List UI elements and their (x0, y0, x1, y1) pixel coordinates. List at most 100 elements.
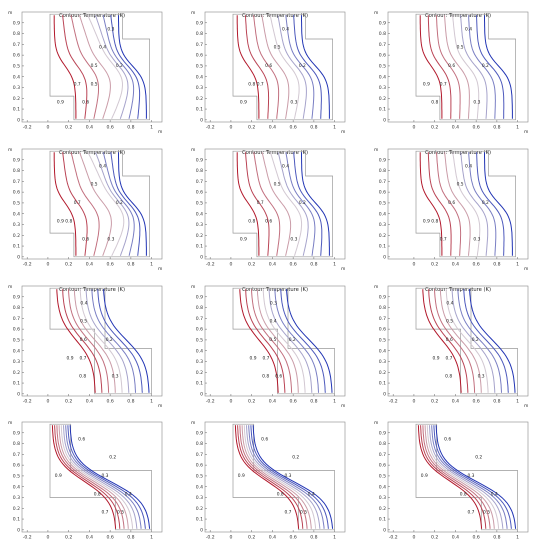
contour-label: 0.9 (423, 81, 430, 87)
contour-label: 0.4 (99, 45, 106, 51)
isotherm-0.3 (468, 15, 496, 119)
x-tick-label: 1 (333, 262, 336, 268)
isotherm-0.5 (243, 425, 317, 529)
y-tick-label: 0.4 (196, 484, 203, 490)
contour-label: 0.7 (74, 81, 81, 87)
chart-panel-3: Contour: Temperature (K) m m 0 0.1 0.2 0.3 0.4 0… (374, 11, 528, 135)
chart-panel-2: Contour: Temperature (K) m m 0 0.1 0.2 0.3 0.4 0… (191, 11, 345, 135)
x-tick-label: 0.2 (248, 399, 255, 405)
contour-label: 0.2 (106, 337, 113, 343)
isotherm-0.6 (79, 152, 112, 256)
x-unit-label: m (158, 130, 162, 135)
x-tick-label: 0.4 (452, 399, 459, 405)
y-unit-label: m (8, 285, 12, 290)
x-tick-label: 1 (150, 535, 153, 541)
x-tick-label: 0.2 (248, 262, 255, 268)
contour-label: 0.4 (465, 26, 472, 32)
y-tick-label: 0.3 (13, 222, 20, 228)
y-tick-label: 0.5 (13, 64, 20, 70)
isotherm-0.1 (301, 15, 330, 119)
y-tick-label: 0.5 (13, 338, 20, 344)
isotherm-0.4 (95, 152, 130, 256)
isotherm-0.4 (63, 425, 138, 529)
x-tick-label: 0.8 (493, 535, 500, 541)
x-tick-label: -0.2 (206, 125, 215, 131)
isotherm-0.2 (250, 425, 329, 529)
x-tick-label: 0.6 (472, 399, 479, 405)
contour-label: 0.2 (475, 455, 482, 461)
isotherm-0.1 (118, 152, 147, 256)
y-tick-label: 0.1 (13, 107, 20, 113)
isotherm-0.5 (269, 15, 300, 119)
contour-label: 0.5 (274, 182, 281, 188)
x-tick-label: 0.8 (127, 262, 134, 268)
y-tick-label: 0.2 (13, 506, 20, 512)
x-tick-label: 0.8 (127, 535, 134, 541)
y-tick-label: 0.9 (379, 430, 386, 436)
y-tick-label: 0.5 (379, 64, 386, 70)
contour-label: 0.9 (55, 473, 62, 479)
isotherm-0.3 (468, 152, 497, 256)
isotherm-0.8 (245, 289, 286, 393)
isotherm-0.9 (419, 152, 443, 256)
x-tick-label: 1 (333, 125, 336, 131)
contour-label: 0.8 (460, 491, 467, 497)
contour-label: 0.2 (482, 200, 489, 206)
y-tick-label: 0.9 (13, 430, 20, 436)
chart-panel-12: m00.10.20.30.40.50.60.70.80.9-0.2 0 0.2 0.4… (374, 421, 529, 541)
contour-label: 0.2 (472, 337, 479, 343)
y-tick-label: 0.2 (379, 506, 386, 512)
contour-label: 0.5 (300, 510, 307, 516)
contour-label: 0.2 (116, 63, 123, 69)
contour-label: 0.2 (299, 200, 306, 206)
y-tick-label: 0.1 (196, 381, 203, 387)
isotherm-0.8 (54, 425, 121, 529)
y-tick-label: 0.8 (379, 31, 386, 37)
contour-label: 0.7 (262, 355, 269, 361)
x-tick-label: -0.2 (206, 262, 215, 268)
isotherm-0.3 (102, 15, 135, 119)
plot-frame (204, 11, 346, 123)
x-tick-label: 0 (412, 125, 415, 131)
domain-outline (49, 287, 152, 395)
y-tick-label: 0.7 (13, 42, 20, 48)
y-tick-label: 0.4 (196, 211, 203, 217)
isotherm-0.6 (78, 15, 111, 119)
contour-label: 0.4 (282, 26, 289, 32)
contour-label: 0.5 (274, 45, 281, 51)
x-unit-label: m (341, 267, 345, 272)
x-tick-label: 0.8 (493, 399, 500, 405)
contour-label: 0.2 (482, 63, 489, 69)
chart-title: Contour: Temperature (K) (425, 150, 491, 156)
isotherm-0.8 (427, 15, 452, 119)
y-unit-label: m (191, 285, 195, 290)
x-tick-label: 0.4 (269, 399, 276, 405)
y-tick-label: 0.9 (196, 430, 203, 436)
y-tick-label: 0.1 (379, 244, 386, 250)
y-tick-label: 0 (383, 254, 386, 260)
chart-panel-6: Contour: Temperature (K) m m 0 0.1 0.2 0.3 0.4 0… (374, 148, 528, 272)
isotherm-0.5 (262, 289, 306, 393)
contour-label: 0.6 (448, 200, 455, 206)
plot-frame (387, 285, 529, 397)
contour-label: 0.3 (284, 473, 291, 479)
isotherm-0.8 (420, 425, 487, 529)
y-tick-label: 0.3 (379, 222, 386, 228)
x-tick-label: 0.4 (452, 125, 459, 131)
contour-label: 0.3 (467, 473, 474, 479)
isotherm-0.1 (118, 15, 147, 119)
y-tick-label: 0.2 (13, 370, 20, 376)
x-tick-label: 0 (46, 125, 49, 131)
y-tick-label: 0 (200, 391, 203, 397)
isotherm-0.7 (239, 425, 308, 529)
y-tick-label: 0.5 (13, 201, 20, 207)
contour-label: 0.5 (483, 510, 490, 516)
y-tick-label: 0.9 (13, 294, 20, 300)
chart-panel-8: Contour: Temperature (K)mm00.10.20.30.40… (191, 285, 345, 409)
y-tick-label: 0.6 (196, 53, 203, 59)
x-tick-label: 1 (516, 535, 519, 541)
chart-title: Contour: Temperature (K) (242, 150, 308, 156)
x-tick-label: 0 (229, 399, 232, 405)
y-unit-label: m (374, 421, 378, 426)
domain-outline (415, 13, 516, 121)
